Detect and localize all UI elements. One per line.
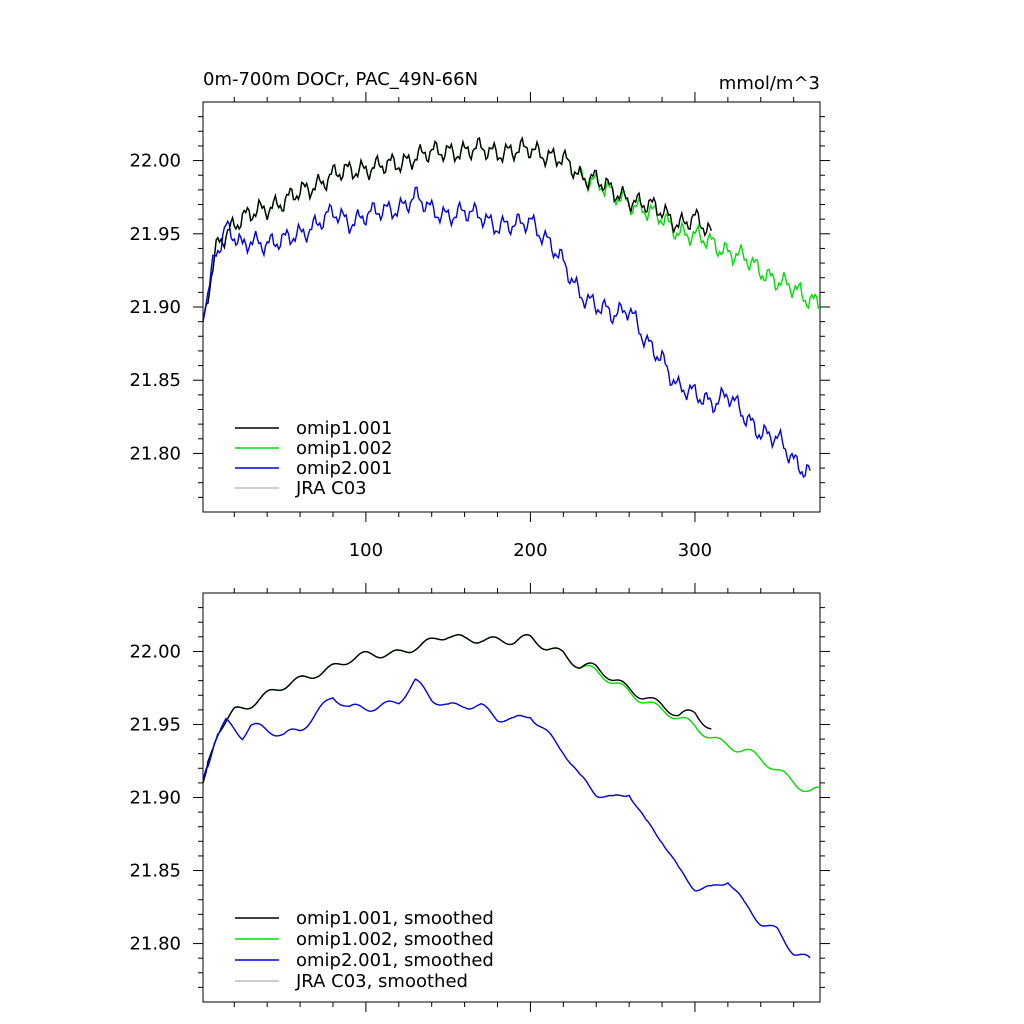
series-line xyxy=(203,633,712,784)
y-tick-label: 22.00 xyxy=(129,151,181,172)
x-tick-label: 200 xyxy=(513,540,547,561)
y-tick-label: 21.95 xyxy=(129,714,181,735)
legend-label: omip1.002, smoothed xyxy=(296,929,494,950)
legend-label: JRA C03 xyxy=(295,478,367,499)
y-tick-label: 21.95 xyxy=(129,224,181,245)
y-tick-label: 21.90 xyxy=(129,788,181,809)
bottom-plot-area: 21.80 21.85 21.90 21.95 22.00 omip1.001, smoo… xyxy=(129,583,830,1012)
y-tick-label: 21.80 xyxy=(129,934,181,955)
legend-label: omip1.002 xyxy=(296,438,393,459)
top-panel: 0m-700m DOCr, PAC_49N-66N mmol/m^3 100 20… xyxy=(129,69,830,561)
x-tick-label: 100 xyxy=(349,540,383,561)
legend-label: omip1.001 xyxy=(296,418,393,439)
x-tick-label: 300 xyxy=(678,540,712,561)
legend-label: omip2.001, smoothed xyxy=(296,950,494,971)
y-tick-label: 21.85 xyxy=(129,861,181,882)
series-line xyxy=(203,186,811,479)
top-panel-units: mmol/m^3 xyxy=(719,73,820,94)
series-line xyxy=(203,678,811,959)
top-panel-title: 0m-700m DOCr, PAC_49N-66N xyxy=(203,69,478,90)
y-tick-label: 21.90 xyxy=(129,297,181,318)
legend-label: omip2.001 xyxy=(296,458,393,479)
legend-label: omip1.001, smoothed xyxy=(296,908,494,929)
legend-label: JRA C03, smoothed xyxy=(295,971,468,992)
bottom-panel: 21.80 21.85 21.90 21.95 22.00 omip1.001, smoo… xyxy=(129,583,830,1012)
y-tick-label: 22.00 xyxy=(129,641,181,662)
top-plot-area: 100 200 300 21.80 21.85 21.90 21.95 22.00 omip1.… xyxy=(129,92,830,561)
y-tick-label: 21.80 xyxy=(129,443,181,464)
series-line xyxy=(203,136,713,322)
y-tick-label: 21.85 xyxy=(129,370,181,391)
